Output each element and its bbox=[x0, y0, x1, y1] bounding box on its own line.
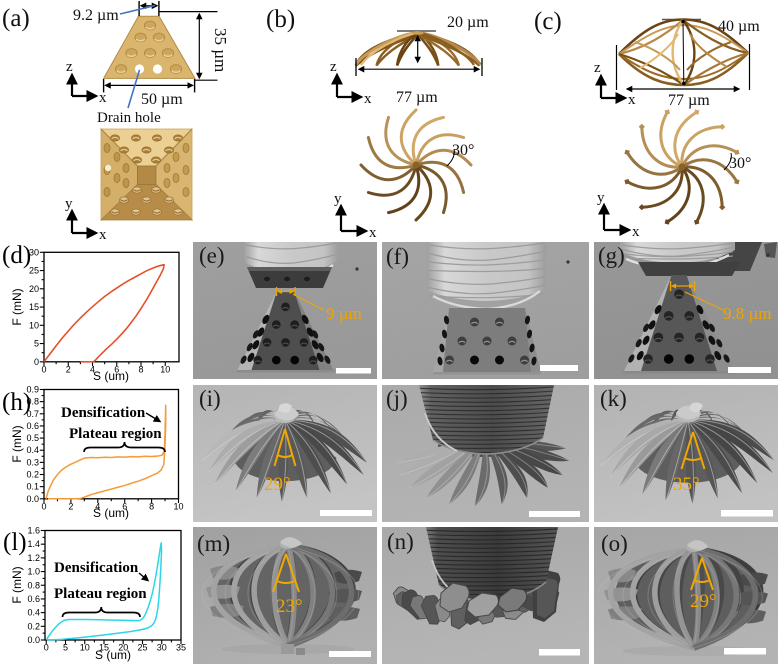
svg-text:1.0: 1.0 bbox=[27, 567, 40, 577]
svg-text:9.8 µm: 9.8 µm bbox=[723, 304, 772, 323]
svg-text:15: 15 bbox=[29, 302, 39, 312]
svg-text:77 µm: 77 µm bbox=[668, 92, 710, 109]
svg-text:z: z bbox=[330, 59, 337, 75]
svg-text:0: 0 bbox=[41, 501, 46, 511]
svg-text:2: 2 bbox=[68, 501, 73, 511]
svg-text:35°: 35° bbox=[673, 474, 700, 495]
svg-text:(e): (e) bbox=[199, 243, 225, 268]
svg-text:6: 6 bbox=[122, 501, 127, 511]
svg-text:(d): (d) bbox=[2, 242, 31, 269]
svg-text:F (mN): F (mN) bbox=[10, 425, 24, 462]
svg-text:30°: 30° bbox=[729, 155, 751, 172]
svg-text:(j): (j) bbox=[386, 386, 408, 411]
svg-text:35 µm: 35 µm bbox=[211, 28, 230, 72]
svg-text:(m): (m) bbox=[197, 531, 230, 556]
svg-text:4: 4 bbox=[90, 364, 95, 374]
svg-text:2: 2 bbox=[66, 364, 71, 374]
svg-text:Densification: Densification bbox=[61, 405, 146, 421]
svg-text:x: x bbox=[364, 91, 372, 107]
svg-text:25: 25 bbox=[137, 643, 147, 653]
svg-text:20: 20 bbox=[29, 284, 39, 294]
svg-text:(a): (a) bbox=[2, 5, 30, 32]
svg-text:0.1: 0.1 bbox=[26, 482, 39, 492]
svg-text:23°: 23° bbox=[276, 596, 303, 617]
svg-text:0.2: 0.2 bbox=[26, 470, 39, 480]
svg-text:x: x bbox=[628, 92, 636, 108]
svg-text:F (mN): F (mN) bbox=[10, 288, 24, 325]
svg-text:(o): (o) bbox=[601, 531, 628, 556]
svg-text:z: z bbox=[66, 59, 73, 75]
svg-text:Plateau region: Plateau region bbox=[69, 426, 162, 442]
svg-text:6: 6 bbox=[114, 364, 119, 374]
svg-text:(n): (n) bbox=[387, 529, 414, 554]
svg-text:0.0: 0.0 bbox=[27, 635, 40, 645]
svg-text:30: 30 bbox=[157, 643, 167, 653]
svg-text:5: 5 bbox=[63, 643, 68, 653]
svg-text:z: z bbox=[594, 60, 601, 76]
svg-text:0.8: 0.8 bbox=[26, 397, 39, 407]
svg-text:0.8: 0.8 bbox=[27, 580, 40, 590]
svg-text:y: y bbox=[65, 196, 73, 212]
svg-text:1.2: 1.2 bbox=[27, 553, 40, 563]
svg-text:10: 10 bbox=[173, 501, 183, 511]
svg-text:0.5: 0.5 bbox=[26, 433, 39, 443]
svg-text:10: 10 bbox=[29, 320, 39, 330]
svg-text:(b): (b) bbox=[266, 6, 295, 33]
svg-text:5: 5 bbox=[34, 339, 39, 349]
svg-text:(f): (f) bbox=[386, 244, 409, 269]
svg-text:x: x bbox=[99, 90, 107, 106]
svg-text:x: x bbox=[99, 227, 107, 243]
svg-text:8: 8 bbox=[149, 501, 154, 511]
svg-text:x: x bbox=[369, 225, 377, 241]
svg-text:8: 8 bbox=[138, 364, 143, 374]
svg-text:0.7: 0.7 bbox=[26, 409, 39, 419]
svg-text:0.4: 0.4 bbox=[26, 445, 39, 455]
svg-text:(c): (c) bbox=[534, 8, 562, 35]
svg-text:0: 0 bbox=[41, 364, 46, 374]
svg-text:(h): (h) bbox=[2, 389, 31, 416]
svg-text:S (um): S (um) bbox=[95, 648, 131, 662]
svg-text:(l): (l) bbox=[3, 529, 27, 556]
svg-text:25: 25 bbox=[29, 266, 39, 276]
svg-text:Drain hole: Drain hole bbox=[97, 110, 161, 126]
svg-text:0.0: 0.0 bbox=[26, 494, 39, 504]
svg-text:S (um): S (um) bbox=[93, 369, 129, 383]
svg-text:Plateau region: Plateau region bbox=[54, 586, 147, 602]
svg-text:77 µm: 77 µm bbox=[396, 89, 438, 106]
svg-text:35: 35 bbox=[176, 643, 186, 653]
svg-text:20: 20 bbox=[118, 643, 128, 653]
svg-text:20 µm: 20 µm bbox=[447, 14, 489, 31]
svg-text:Densification: Densification bbox=[54, 560, 139, 576]
svg-text:y: y bbox=[597, 190, 605, 206]
svg-text:9.2 µm: 9.2 µm bbox=[73, 7, 119, 24]
svg-text:0.4: 0.4 bbox=[27, 608, 40, 618]
svg-text:S (um): S (um) bbox=[93, 506, 129, 520]
svg-text:50 µm: 50 µm bbox=[141, 91, 183, 108]
svg-text:(k): (k) bbox=[600, 386, 627, 411]
svg-text:30: 30 bbox=[29, 247, 39, 257]
svg-text:30°: 30° bbox=[452, 142, 474, 159]
svg-text:0.6: 0.6 bbox=[27, 594, 40, 604]
svg-text:4: 4 bbox=[95, 501, 100, 511]
svg-text:F (mN): F (mN) bbox=[10, 566, 24, 603]
svg-text:y: y bbox=[334, 191, 342, 207]
svg-text:0.9: 0.9 bbox=[26, 385, 39, 395]
svg-text:(g): (g) bbox=[598, 243, 625, 268]
svg-text:10: 10 bbox=[160, 364, 170, 374]
svg-text:29°: 29° bbox=[264, 474, 291, 495]
svg-text:15: 15 bbox=[99, 643, 109, 653]
svg-text:29°: 29° bbox=[690, 591, 717, 612]
svg-text:0.6: 0.6 bbox=[26, 421, 39, 431]
svg-text:1.6: 1.6 bbox=[27, 526, 40, 536]
svg-text:0: 0 bbox=[44, 643, 49, 653]
svg-text:(i): (i) bbox=[199, 386, 221, 411]
svg-text:40 µm: 40 µm bbox=[718, 18, 760, 35]
svg-text:0.3: 0.3 bbox=[26, 457, 39, 467]
svg-text:10: 10 bbox=[80, 643, 90, 653]
svg-text:9 µm: 9 µm bbox=[326, 304, 362, 323]
svg-text:0: 0 bbox=[34, 357, 39, 367]
svg-text:x: x bbox=[632, 224, 640, 240]
svg-text:1.4: 1.4 bbox=[27, 539, 40, 549]
svg-text:0.2: 0.2 bbox=[27, 621, 40, 631]
